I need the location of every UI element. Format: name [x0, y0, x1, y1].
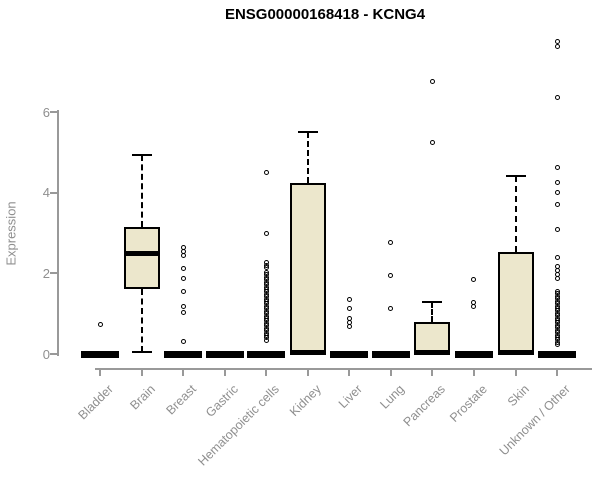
x-tick-mark — [99, 368, 101, 376]
median-line — [497, 349, 534, 355]
zero-bar — [330, 350, 369, 358]
whisker-cap-upper — [297, 131, 318, 134]
x-tick-mark — [556, 368, 559, 376]
outlier-point — [429, 78, 435, 84]
outlier-point — [180, 289, 186, 295]
outlier-point — [180, 339, 186, 345]
outlier-point — [388, 273, 394, 279]
outlier-point — [346, 324, 352, 330]
outlier-point — [180, 252, 186, 258]
x-tick-label: Hematopoietic cells — [195, 382, 283, 469]
zero-bar — [81, 350, 119, 358]
outlier-point — [180, 304, 186, 310]
x-tick-label: Pancreas — [401, 382, 449, 430]
box-iqr — [497, 251, 534, 354]
y-axis-label: Expression — [3, 201, 19, 266]
outlier-point — [429, 140, 435, 146]
y-tick-mark — [50, 191, 57, 194]
x-tick-label: Lung — [377, 382, 407, 412]
outlier-point — [97, 321, 103, 327]
whisker-lower — [140, 289, 143, 352]
box-iqr — [289, 183, 326, 354]
zero-bar — [164, 350, 203, 358]
whisker-upper — [306, 132, 309, 183]
x-tick-label: Bladder — [75, 382, 116, 423]
x-tick-label: Skin — [504, 382, 532, 410]
zero-bar — [454, 350, 493, 358]
x-tick-mark — [472, 368, 475, 376]
x-tick-label: Breast — [163, 382, 199, 418]
x-tick-mark — [223, 368, 226, 376]
zero-bar — [247, 350, 286, 358]
x-tick-mark — [306, 368, 309, 376]
whisker-upper — [431, 301, 434, 323]
y-tick-label: 0 — [42, 346, 50, 362]
outlier-point — [346, 297, 352, 303]
outlier-point — [554, 342, 560, 348]
outlier-point — [263, 230, 269, 236]
outlier-point — [388, 240, 394, 246]
median-line — [289, 349, 326, 355]
outlier-point — [554, 190, 560, 196]
whisker-cap-upper — [505, 174, 526, 177]
x-axis-line — [95, 368, 592, 370]
outlier-point — [263, 265, 269, 271]
y-axis-line — [57, 110, 59, 356]
outlier-point — [554, 38, 560, 44]
outlier-point — [263, 337, 269, 343]
x-tick-mark — [514, 368, 517, 376]
outlier-point — [471, 304, 477, 310]
whisker-upper — [140, 155, 143, 227]
outlier-point — [471, 277, 477, 283]
outlier-point — [346, 306, 352, 312]
x-tick-label: Kidney — [286, 382, 324, 419]
y-tick-mark — [50, 353, 57, 355]
outlier-point — [554, 44, 560, 50]
outlier-point — [554, 95, 560, 101]
zero-bar — [205, 350, 244, 358]
y-tick-label: 4 — [42, 185, 50, 201]
x-tick-label: Brain — [126, 382, 158, 413]
median-line — [414, 349, 451, 355]
outlier-point — [554, 202, 560, 208]
whisker-upper — [514, 175, 517, 252]
zero-bar — [538, 350, 577, 358]
y-tick-mark — [50, 272, 57, 275]
outlier-point — [180, 310, 186, 316]
chart-title: ENSG00000168418 - KCNG4 — [224, 6, 426, 23]
outlier-point — [554, 165, 560, 171]
whisker-cap-lower — [131, 350, 152, 353]
x-tick-label: Unknown / Other — [496, 382, 573, 459]
x-tick-mark — [389, 368, 392, 376]
outlier-point — [180, 265, 186, 271]
x-tick-mark — [265, 368, 268, 376]
median-line — [123, 250, 160, 256]
outlier-point — [263, 170, 269, 175]
whisker-cap-upper — [131, 154, 152, 157]
x-tick-mark — [348, 368, 351, 376]
x-tick-mark — [431, 368, 434, 376]
x-tick-mark — [182, 368, 185, 376]
zero-bar — [371, 350, 410, 358]
x-tick-label: Gastric — [202, 382, 241, 420]
y-tick-label: 6 — [42, 104, 50, 120]
outlier-point — [554, 227, 560, 233]
outlier-point — [554, 180, 560, 186]
x-tick-label: Prostate — [447, 382, 490, 425]
y-tick-mark — [50, 111, 57, 114]
box-iqr — [123, 226, 160, 290]
outlier-point — [180, 275, 186, 281]
outlier-point — [554, 276, 560, 282]
whisker-cap-upper — [422, 300, 443, 303]
outlier-point — [554, 254, 560, 260]
x-tick-label: Liver — [336, 382, 366, 412]
y-tick-label: 2 — [42, 265, 50, 281]
x-tick-mark — [140, 368, 143, 376]
outlier-point — [388, 306, 394, 312]
